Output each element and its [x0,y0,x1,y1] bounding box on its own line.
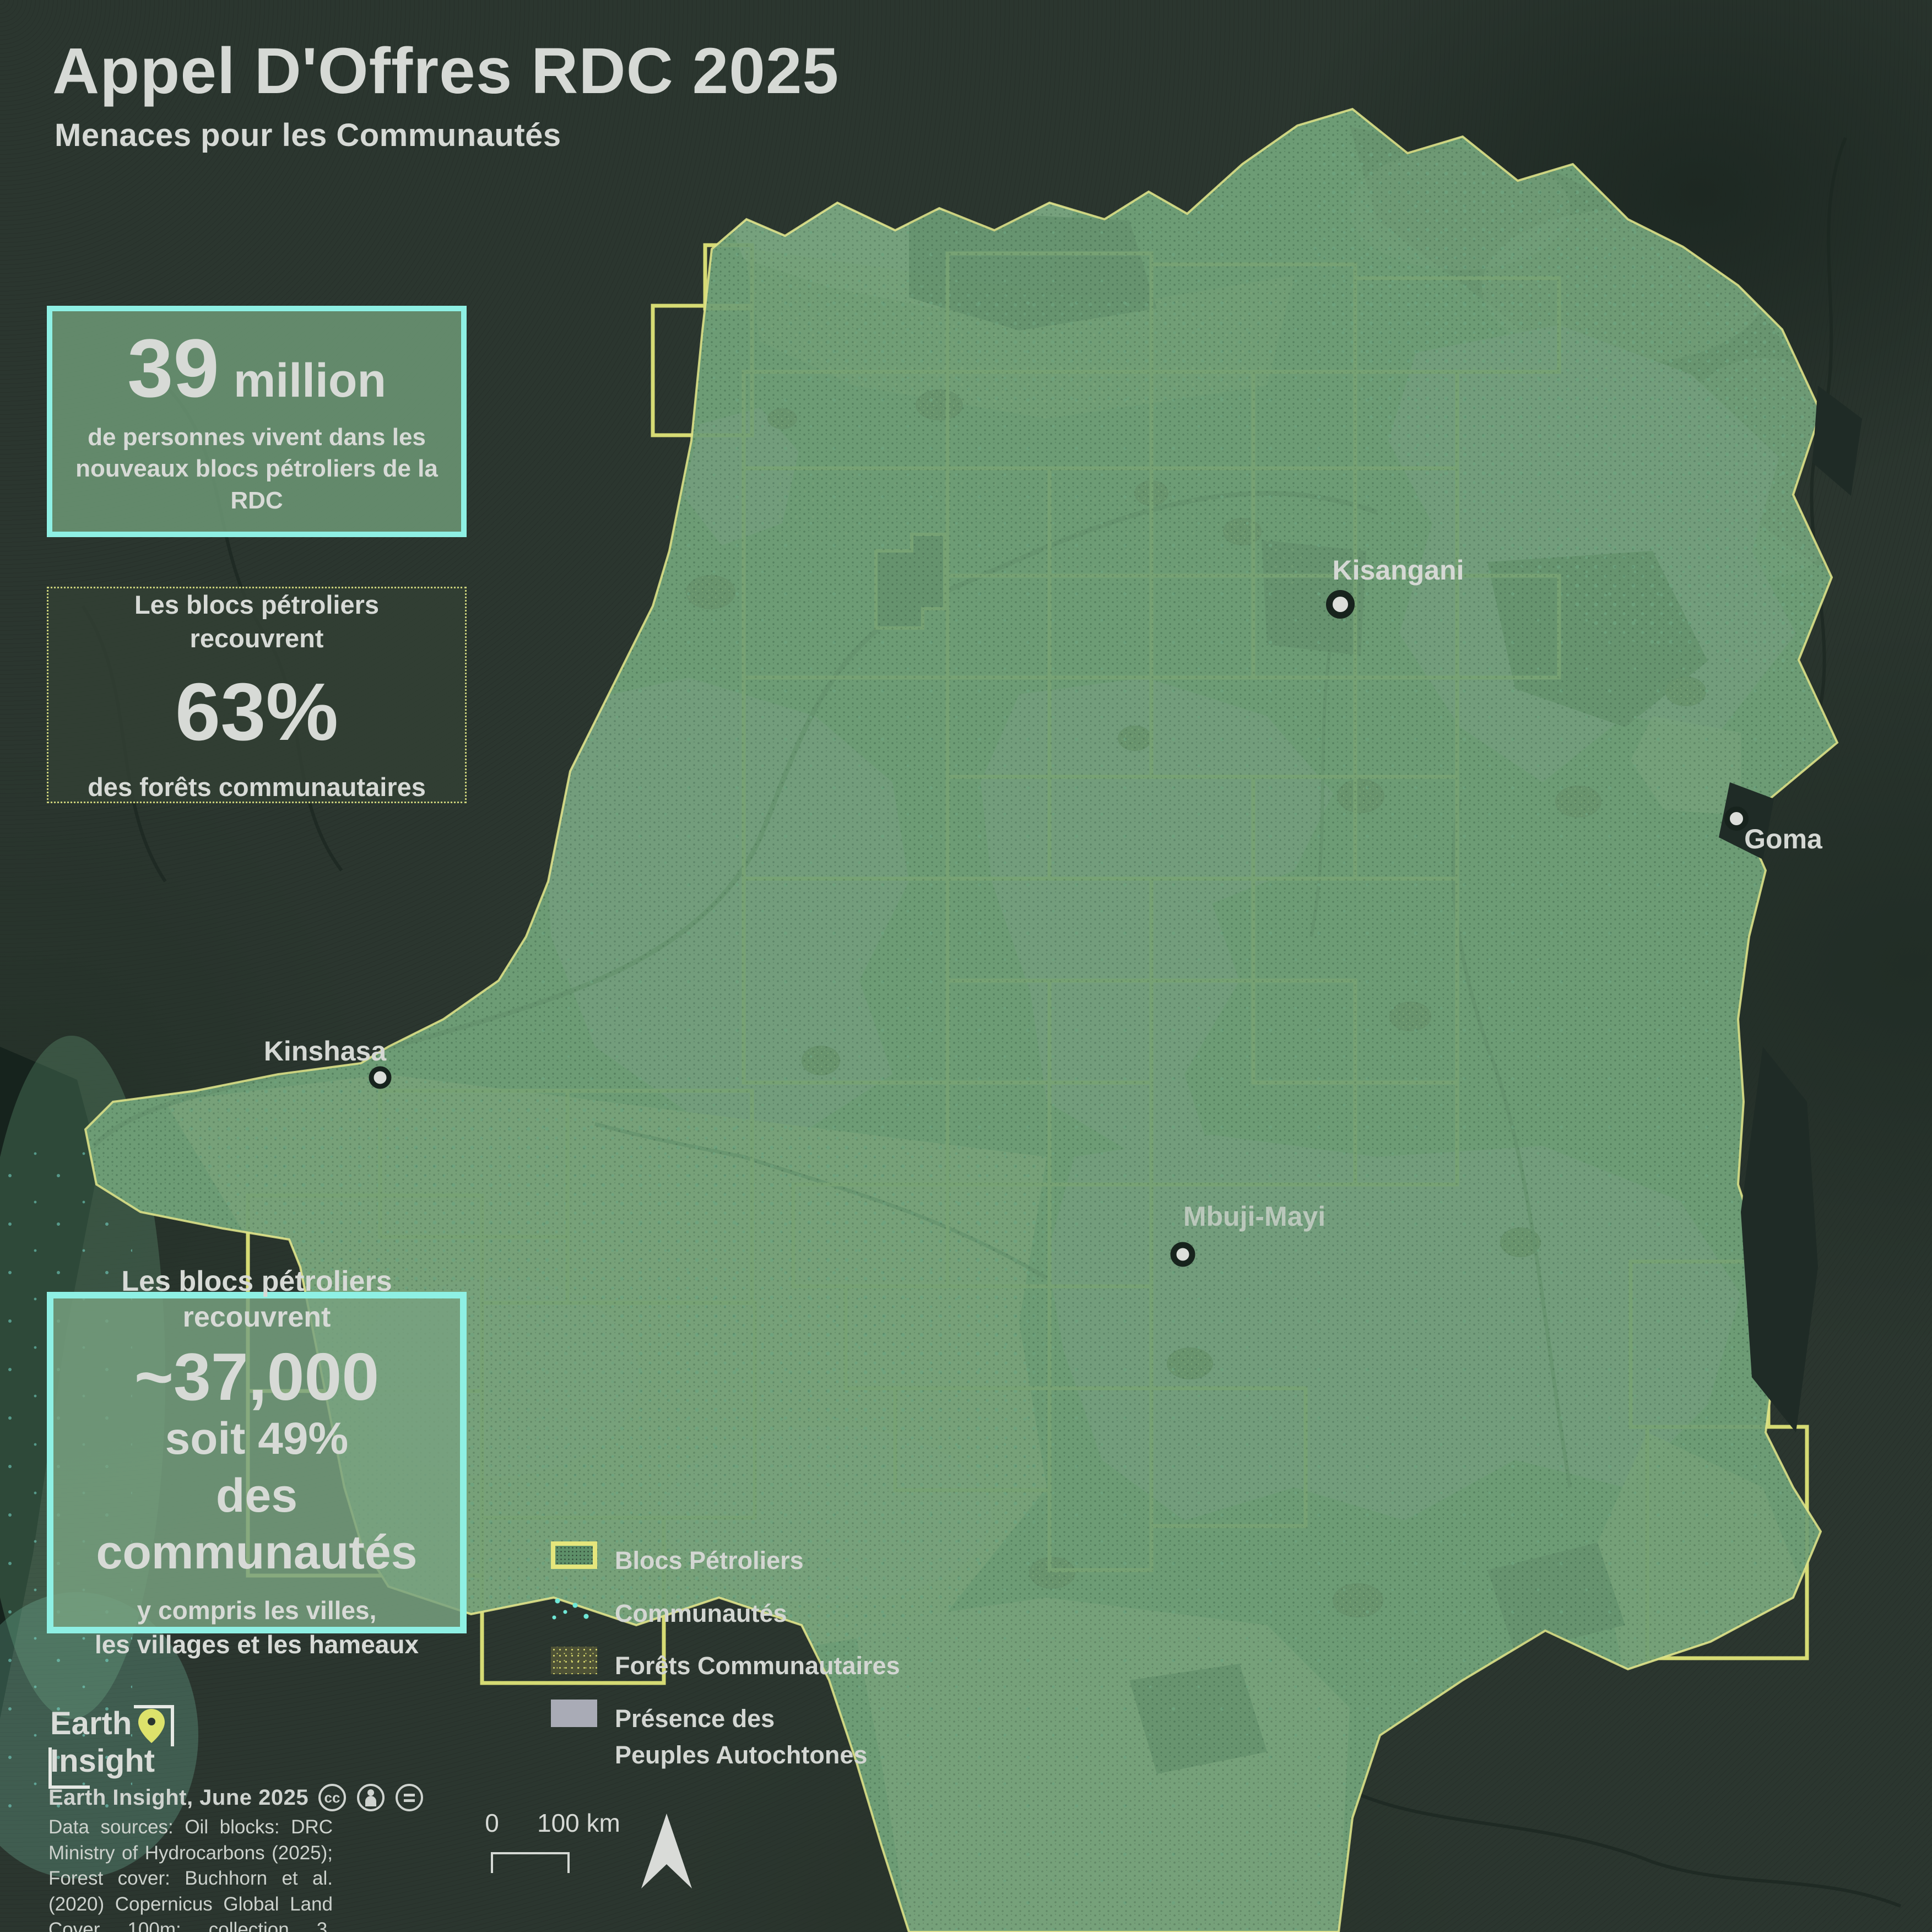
title-block: Appel D'Offres RDC 2025 Menaces pour les… [52,34,839,154]
city-label-mbujimayi: Mbuji-Mayi [1183,1201,1325,1232]
logo-bracket-top [134,1705,174,1746]
scale-distance-label: 100 km [537,1809,620,1837]
legend-label-line1: Présence des [615,1704,775,1733]
data-sources-text: Data sources: Oil blocks: DRC Ministry o… [48,1816,333,1932]
cc-icon: cc [318,1784,347,1811]
city-marker-kinshasa [369,1066,392,1089]
cc-by-icon [357,1784,385,1811]
community-forests-swatch [551,1647,597,1675]
attribution-row: Earth Insight, June 2025 cc [48,1783,424,1812]
stat-population-description: de personnes vivent dans les nouveaux bl… [75,424,438,514]
stat-box-population: 39 million de personnes vivent dans les … [47,306,467,537]
logo-text-earth: Earth [50,1706,132,1741]
svg-text:cc: cc [324,1789,340,1806]
stat-communities-note-line1: y compris les villes, [137,1596,377,1625]
scale-zero-label: 0 [485,1809,499,1837]
city-marker-goma [1724,807,1749,831]
city-label-kisangani: Kisangani [1333,555,1464,586]
legend-label-line2: Peuples Autochtones [615,1741,868,1769]
city-label-kinshasa: Kinshasa [264,1036,387,1067]
city-marker-kisangani [1326,590,1355,619]
location-pin-icon [138,1709,165,1743]
stat-communities-intro: Les blocs pétroliers recouvrent [121,1265,392,1333]
ip-presence-swatch [551,1699,597,1727]
legend-item-communities: Communautés [551,1594,900,1632]
communities-swatch [551,1594,597,1622]
stat-forests-description: des forêts communautaires [88,772,426,802]
legend-item-community-forests: Forêts Communautaires [551,1647,900,1685]
earth-insight-logo: Earth Insight [47,1703,196,1794]
legend-item-ip-presence: Présence des Peuples Autochtones [551,1699,900,1774]
stat-communities-note-line2: les villages et les hameaux [94,1630,419,1659]
stat-communities-percent: soit 49% [165,1414,349,1464]
legend-item-oil-blocks: Blocs Pétroliers [551,1541,900,1579]
logo-bracket-bottom [48,1747,90,1789]
page-title: Appel D'Offres RDC 2025 [52,35,840,107]
map-legend: Blocs Pétroliers Communautés Forêts Comm… [551,1541,900,1774]
stat-population-unit: million [233,354,386,408]
legend-label: Forêts Communautaires [615,1652,900,1680]
stat-communities-value: ~37,000 [134,1339,380,1414]
stat-box-forests: Les blocs pétroliers recouvrent 63% des … [47,587,467,803]
oil-blocks-swatch [551,1541,597,1569]
stat-box-communities: Les blocs pétroliers recouvrent ~37,000 … [47,1265,467,1659]
city-markers [369,590,1749,1267]
scale-bar: 0 100 km [485,1809,620,1873]
attribution-text: Earth Insight, June 2025 [48,1785,309,1810]
cc-nd-icon [396,1784,424,1811]
page-subtitle: Menaces pour les Communautés [55,117,561,153]
stat-forests-intro: Les blocs pétroliers recouvrent [134,590,380,653]
legend-label: Communautés [615,1599,787,1627]
stat-population-value: 39 [127,322,219,415]
city-labels: Kisangani Goma Kinshasa Mbuji-Mayi [264,555,1823,1232]
logo-text-insight: Insight [50,1743,155,1779]
city-label-goma: Goma [1744,824,1823,854]
north-arrow-icon [641,1814,692,1888]
legend-label: Blocs Pétroliers [615,1546,804,1574]
stat-communities-label: des communautés [96,1469,418,1579]
stat-forests-value: 63% [175,667,339,758]
city-marker-mbujimayi [1170,1242,1195,1267]
lakes [1719,386,1862,1432]
